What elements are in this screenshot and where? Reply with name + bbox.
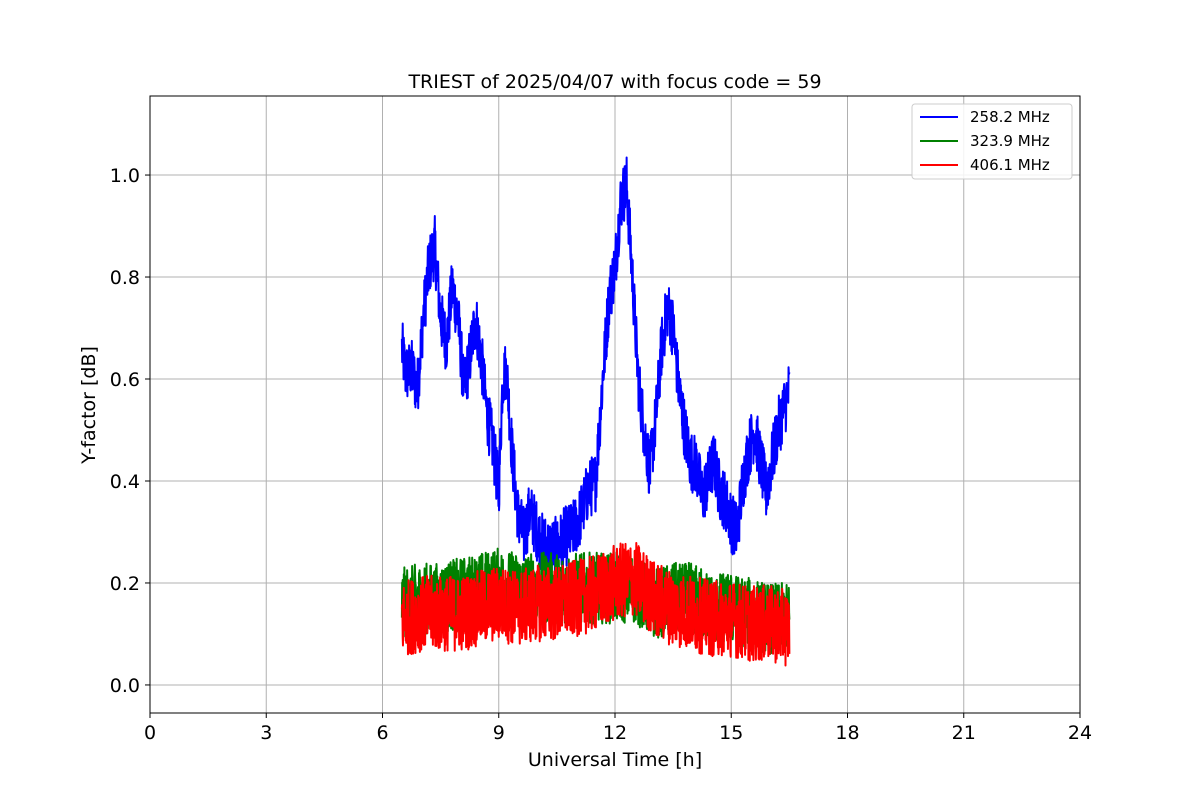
x-tick-label: 21	[952, 722, 976, 744]
y-tick-label: 0.8	[110, 267, 140, 289]
y-tick-label: 0.6	[110, 369, 140, 391]
x-tick-label: 3	[260, 722, 272, 744]
series-line	[400, 156, 791, 578]
plot-area	[400, 156, 791, 667]
x-axis-label: Universal Time [h]	[528, 749, 702, 771]
x-tick-label: 0	[144, 722, 156, 744]
grid	[149, 96, 1081, 713]
x-tick-label: 15	[719, 722, 743, 744]
x-tick-label: 24	[1068, 722, 1092, 744]
legend-label: 406.1 MHz	[970, 156, 1050, 174]
legend-box	[911, 103, 1073, 180]
y-axis-label: Y-factor [dB]	[78, 346, 100, 465]
x-tick-label: 18	[835, 722, 859, 744]
y-tick-label: 0.0	[110, 675, 140, 697]
axes-ticks: 0 3 6 9 12 15 18 21 24 0.0 0.2 0.4 0.6 0.8 1.0	[110, 165, 1092, 744]
legend-label: 323.9 MHz	[970, 132, 1050, 150]
y-tick-label: 0.2	[110, 573, 140, 595]
y-tick-label: 1.0	[110, 165, 140, 187]
legend: 258.2 MHz 323.9 MHz 406.1 MHz	[911, 103, 1073, 180]
series-line	[400, 542, 791, 667]
y-tick-label: 0.4	[110, 471, 140, 493]
legend-label: 258.2 MHz	[970, 108, 1050, 126]
x-tick-label: 9	[493, 722, 505, 744]
chart-title: TRIEST of 2025/04/07 with focus code = 5…	[407, 71, 821, 93]
x-tick-label: 6	[376, 722, 388, 744]
x-tick-label: 12	[603, 722, 627, 744]
